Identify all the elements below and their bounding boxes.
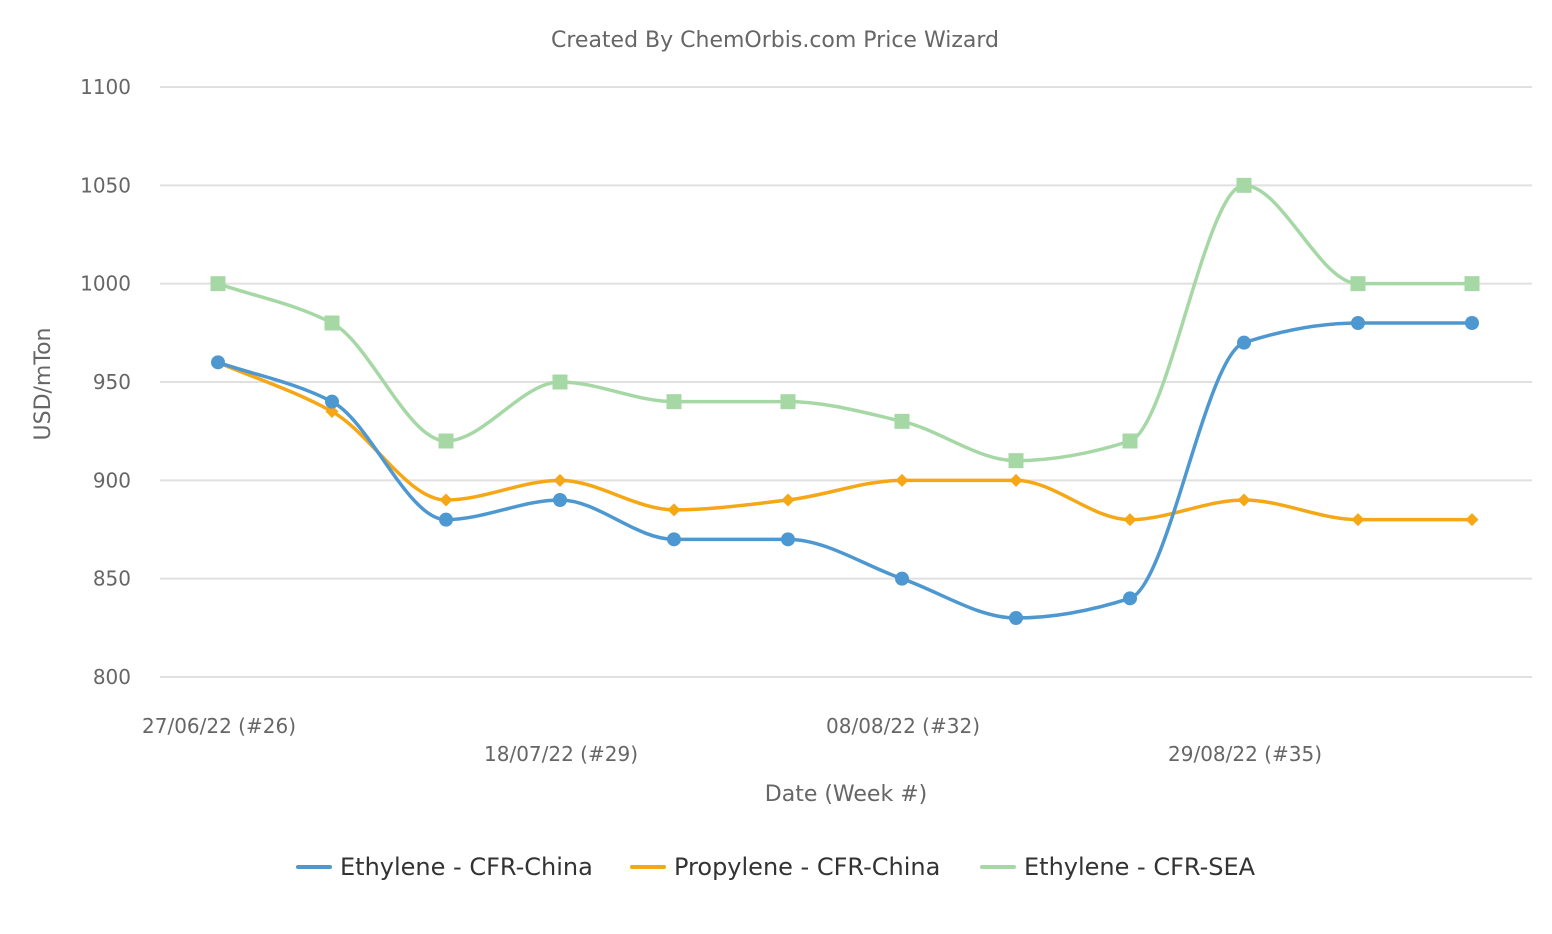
x-tick-label: 29/08/22 (#35) — [1168, 742, 1322, 766]
y-tick-label: 1100 — [80, 75, 131, 99]
data-point[interactable] — [1123, 591, 1137, 606]
series-2 — [210, 177, 1480, 469]
grid-lines — [160, 86, 1532, 678]
data-point[interactable] — [667, 503, 681, 517]
data-point[interactable] — [325, 394, 339, 409]
series-line — [216, 183, 1474, 463]
data-point[interactable] — [553, 493, 567, 507]
data-point[interactable] — [1009, 473, 1023, 487]
data-point[interactable] — [667, 532, 681, 547]
data-point[interactable] — [894, 413, 910, 429]
legend-item[interactable]: Ethylene - CFR-SEA — [980, 853, 1256, 881]
data-point[interactable] — [325, 405, 339, 418]
series-1 — [211, 355, 1479, 527]
data-point[interactable] — [552, 374, 568, 390]
data-point[interactable] — [439, 512, 453, 527]
data-point[interactable] — [1122, 433, 1138, 449]
legend-label: Ethylene - CFR-SEA — [1024, 853, 1256, 881]
data-point[interactable] — [1465, 513, 1479, 527]
chart-title: Created By ChemOrbis.com Price Wizard — [551, 28, 999, 53]
data-point[interactable] — [1350, 276, 1366, 292]
data-point[interactable] — [1009, 611, 1023, 625]
data-point[interactable] — [1237, 335, 1251, 350]
data-point[interactable] — [895, 571, 909, 586]
x-tick-label: 27/06/22 (#26) — [142, 714, 296, 738]
y-tick-label: 800 — [93, 665, 131, 689]
x-axis-ticks: 27/06/22 (#26) 18/07/22 (#29) 08/08/22 (#3… — [142, 714, 1322, 766]
legend-item[interactable]: Ethylene - CFR-China — [296, 853, 593, 881]
data-point[interactable] — [666, 394, 682, 410]
x-tick-label: 18/07/22 (#29) — [484, 742, 638, 766]
data-point[interactable] — [211, 355, 225, 370]
series-line — [216, 360, 1474, 522]
y-tick-label: 1050 — [80, 173, 131, 197]
series-line — [216, 321, 1474, 620]
data-point[interactable] — [438, 433, 454, 449]
data-point[interactable] — [1123, 513, 1137, 527]
data-point[interactable] — [1464, 276, 1480, 292]
data-point[interactable] — [1008, 453, 1024, 469]
data-point[interactable] — [1465, 316, 1479, 330]
y-tick-label: 850 — [93, 567, 131, 591]
legend-label: Propylene - CFR-China — [674, 853, 940, 881]
data-point[interactable] — [439, 493, 453, 507]
data-point[interactable] — [781, 493, 795, 507]
legend-item[interactable]: Propylene - CFR-China — [630, 853, 940, 881]
data-point[interactable] — [553, 473, 567, 487]
data-point[interactable] — [210, 276, 226, 292]
data-point[interactable] — [1236, 177, 1252, 193]
y-axis-title: USD/mTon — [31, 328, 56, 441]
series-layer — [210, 177, 1480, 625]
x-axis-title: Date (Week #) — [765, 782, 927, 807]
data-point[interactable] — [324, 315, 340, 331]
y-tick-label: 900 — [93, 468, 131, 492]
data-point[interactable] — [1237, 493, 1251, 507]
series-0 — [211, 316, 1479, 625]
legend: Ethylene - CFR-China Propylene - CFR-Chin… — [296, 853, 1256, 881]
data-point[interactable] — [780, 394, 796, 410]
legend-label: Ethylene - CFR-China — [340, 853, 593, 881]
y-tick-label: 950 — [93, 370, 131, 394]
data-point[interactable] — [781, 532, 795, 547]
data-point[interactable] — [895, 473, 909, 487]
y-tick-label: 1000 — [80, 272, 131, 296]
y-axis-ticks: 800 850 900 950 1000 1050 1100 — [80, 75, 131, 689]
data-point[interactable] — [1351, 316, 1365, 330]
data-point[interactable] — [1351, 513, 1365, 527]
x-tick-label: 08/08/22 (#32) — [826, 714, 980, 738]
